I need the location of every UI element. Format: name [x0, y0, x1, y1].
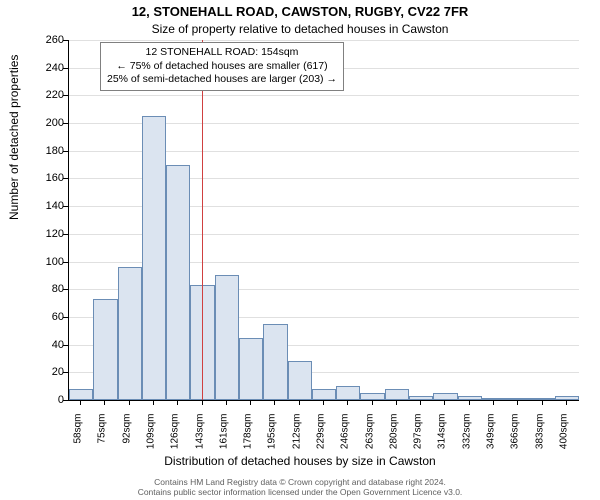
- y-tick-label: 40: [34, 339, 64, 351]
- histogram-bar: [385, 389, 409, 400]
- y-tick-label: 20: [34, 366, 64, 378]
- histogram-bar: [336, 386, 360, 400]
- y-tick-mark: [63, 178, 68, 179]
- footer-line2: Contains public sector information licen…: [0, 487, 600, 498]
- y-tick-mark: [63, 151, 68, 152]
- x-tick-mark: [469, 400, 470, 405]
- histogram-bar: [118, 267, 142, 400]
- histogram-bar: [506, 398, 530, 400]
- x-tick-mark: [517, 400, 518, 405]
- x-tick-mark: [104, 400, 105, 405]
- x-tick-mark: [566, 400, 567, 405]
- y-tick-mark: [63, 317, 68, 318]
- y-tick-mark: [63, 262, 68, 263]
- y-axis-label: Number of detached properties: [7, 55, 21, 220]
- histogram-bar: [458, 396, 482, 400]
- y-tick-label: 100: [34, 256, 64, 268]
- annotation-line3: 25% of semi-detached houses are larger (…: [107, 73, 337, 87]
- histogram-bar: [409, 396, 433, 400]
- y-tick-mark: [63, 95, 68, 96]
- x-tick-mark: [299, 400, 300, 405]
- x-tick-mark: [372, 400, 373, 405]
- y-tick-mark: [63, 345, 68, 346]
- histogram-bar: [530, 398, 554, 400]
- plot-area: [68, 40, 579, 401]
- histogram-bar: [69, 389, 93, 400]
- y-tick-label: 240: [34, 62, 64, 74]
- chart-title-sub: Size of property relative to detached ho…: [0, 22, 600, 36]
- y-tick-label: 160: [34, 172, 64, 184]
- chart-container: 12, STONEHALL ROAD, CAWSTON, RUGBY, CV22…: [0, 0, 600, 500]
- x-tick-mark: [226, 400, 227, 405]
- histogram-bar: [555, 396, 579, 400]
- y-tick-mark: [63, 206, 68, 207]
- x-tick-mark: [420, 400, 421, 405]
- y-tick-label: 140: [34, 200, 64, 212]
- x-tick-mark: [80, 400, 81, 405]
- x-tick-mark: [323, 400, 324, 405]
- histogram-bar: [312, 389, 336, 400]
- histogram-bar: [239, 338, 263, 400]
- y-tick-label: 120: [34, 228, 64, 240]
- y-tick-mark: [63, 400, 68, 401]
- y-tick-mark: [63, 234, 68, 235]
- footer: Contains HM Land Registry data © Crown c…: [0, 477, 600, 498]
- histogram-bar: [166, 165, 190, 400]
- histogram-bar: [360, 393, 384, 400]
- annotation-line2: ← 75% of detached houses are smaller (61…: [107, 60, 337, 74]
- x-tick-mark: [542, 400, 543, 405]
- x-tick-mark: [250, 400, 251, 405]
- histogram-bar: [142, 116, 166, 400]
- x-tick-mark: [493, 400, 494, 405]
- histogram-bar: [93, 299, 117, 400]
- annotation-box: 12 STONEHALL ROAD: 154sqm ← 75% of detac…: [100, 42, 344, 91]
- x-tick-mark: [396, 400, 397, 405]
- y-tick-label: 200: [34, 117, 64, 129]
- y-tick-mark: [63, 68, 68, 69]
- gridline: [69, 40, 579, 41]
- histogram-bar: [263, 324, 287, 400]
- y-tick-label: 260: [34, 34, 64, 46]
- x-axis-label: Distribution of detached houses by size …: [0, 454, 600, 468]
- y-tick-mark: [63, 40, 68, 41]
- histogram-bar: [433, 393, 457, 400]
- y-tick-mark: [63, 123, 68, 124]
- footer-line1: Contains HM Land Registry data © Crown c…: [0, 477, 600, 488]
- y-tick-mark: [63, 289, 68, 290]
- y-tick-label: 60: [34, 311, 64, 323]
- x-tick-mark: [347, 400, 348, 405]
- histogram-bar: [215, 275, 239, 400]
- x-tick-mark: [202, 400, 203, 405]
- x-tick-mark: [177, 400, 178, 405]
- y-tick-label: 180: [34, 145, 64, 157]
- histogram-bar: [288, 361, 312, 400]
- reference-line: [202, 40, 203, 400]
- x-tick-mark: [274, 400, 275, 405]
- y-tick-label: 0: [34, 394, 64, 406]
- annotation-line1: 12 STONEHALL ROAD: 154sqm: [107, 46, 337, 60]
- y-tick-label: 80: [34, 283, 64, 295]
- gridline: [69, 95, 579, 96]
- x-tick-mark: [129, 400, 130, 405]
- y-tick-mark: [63, 372, 68, 373]
- x-tick-mark: [153, 400, 154, 405]
- x-tick-mark: [444, 400, 445, 405]
- y-tick-label: 220: [34, 89, 64, 101]
- chart-title-main: 12, STONEHALL ROAD, CAWSTON, RUGBY, CV22…: [0, 4, 600, 19]
